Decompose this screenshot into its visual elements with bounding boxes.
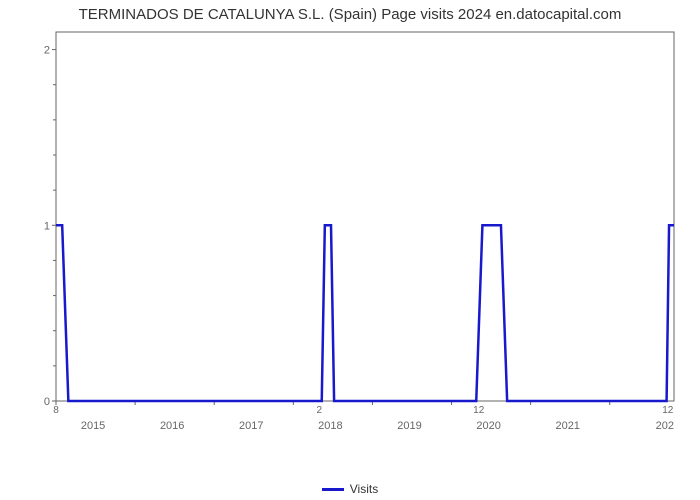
chart-area: 0128212122015201620172018201920202021202 bbox=[38, 28, 678, 443]
chart-title: TERMINADOS DE CATALUNYA S.L. (Spain) Pag… bbox=[0, 0, 700, 27]
legend: Visits bbox=[0, 482, 700, 496]
svg-text:2016: 2016 bbox=[160, 420, 184, 432]
svg-text:2020: 2020 bbox=[476, 420, 500, 432]
svg-text:2018: 2018 bbox=[318, 420, 342, 432]
svg-text:12: 12 bbox=[473, 405, 485, 416]
svg-text:0: 0 bbox=[44, 396, 50, 408]
svg-text:2: 2 bbox=[44, 45, 50, 57]
svg-text:8: 8 bbox=[53, 405, 59, 416]
svg-text:2019: 2019 bbox=[397, 420, 421, 432]
svg-text:2015: 2015 bbox=[81, 420, 105, 432]
legend-label: Visits bbox=[350, 482, 378, 496]
svg-text:2021: 2021 bbox=[555, 420, 579, 432]
line-chart-svg: 0128212122015201620172018201920202021202 bbox=[38, 28, 678, 443]
legend-swatch bbox=[322, 488, 344, 491]
svg-text:202: 202 bbox=[656, 420, 674, 432]
svg-text:12: 12 bbox=[662, 405, 674, 416]
svg-text:1: 1 bbox=[44, 220, 50, 232]
svg-text:2017: 2017 bbox=[239, 420, 263, 432]
svg-text:2: 2 bbox=[316, 405, 322, 416]
